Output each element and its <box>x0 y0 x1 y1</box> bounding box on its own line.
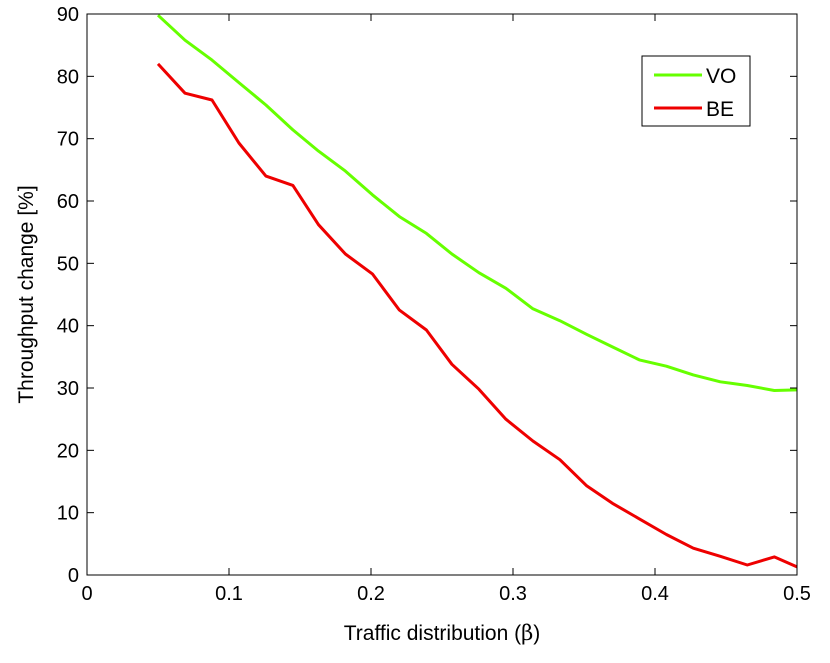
legend-label-vo: VO <box>706 65 736 88</box>
ticks-layer <box>86 13 798 576</box>
y-tick-label-1: 10 <box>57 503 79 525</box>
x-tick-label-2: 0.2 <box>357 583 385 605</box>
y-tick-label-5: 50 <box>57 253 79 275</box>
y-tick-label-0: 0 <box>68 565 79 587</box>
y-tick-label-6: 60 <box>57 191 79 213</box>
legend-box <box>641 55 751 127</box>
x-tick-label-0: 0 <box>81 583 92 605</box>
series-line-be <box>156 62 798 569</box>
x-axis-label: Traffic distribution (β) <box>344 621 541 645</box>
x-tick-labels: 0 0.1 0.2 0.3 0.4 0.5 <box>81 583 810 605</box>
y-tick-label-8: 80 <box>57 66 79 88</box>
x-axis-label-suffix: ) <box>533 622 540 645</box>
x-tick-label-3: 0.3 <box>499 583 527 605</box>
y-tick-labels: 0 10 20 30 40 50 60 70 80 90 <box>57 4 79 587</box>
x-tick-label-5: 0.5 <box>783 583 811 605</box>
series-layer <box>156 14 798 569</box>
y-axis-label: Throughput change [%] <box>15 185 38 403</box>
y-tick-label-4: 40 <box>57 316 79 338</box>
y-tick-label-9: 90 <box>57 4 79 26</box>
x-tick-label-4: 0.4 <box>641 583 669 605</box>
legend-label-be: BE <box>706 98 734 121</box>
y-tick-label-3: 30 <box>57 378 79 400</box>
legend: VO BE <box>641 55 751 127</box>
x-tick-label-1: 0.1 <box>215 583 243 605</box>
legend-entries: VO BE <box>654 65 736 121</box>
x-axis-label-symbol: β <box>521 621 533 645</box>
plot-frame <box>86 13 798 576</box>
y-tick-label-2: 20 <box>57 440 79 462</box>
y-tick-label-7: 70 <box>57 129 79 151</box>
series-line-vo <box>156 14 798 392</box>
x-axis-label-prefix: Traffic distribution ( <box>344 622 521 645</box>
